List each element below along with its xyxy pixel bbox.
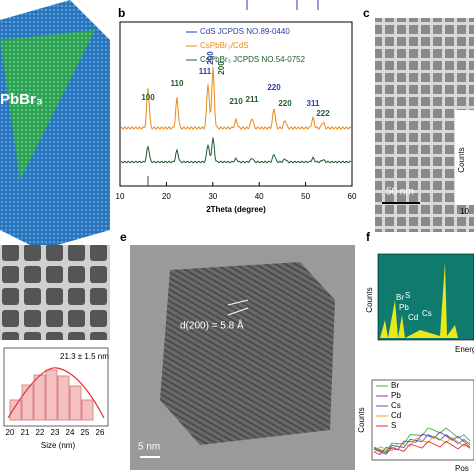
x-tick-label: 50	[301, 192, 310, 201]
x-axis-label: Pos	[455, 464, 469, 473]
x-axis-label: 2Theta (degree)	[206, 205, 266, 214]
legend-entry: Br	[391, 381, 399, 390]
d-spacing-label: d(200) = 5.8 Å	[180, 319, 244, 332]
x-tick-label: 40	[255, 192, 264, 201]
peak-label: 200	[206, 51, 215, 65]
y-axis-label: Counts	[365, 287, 374, 312]
scale-label: 50 nm	[386, 187, 414, 198]
legend-entry: Cs	[391, 401, 401, 410]
tem-image	[0, 245, 110, 340]
histogram-bar	[57, 375, 70, 421]
peak-label: Cd	[408, 313, 418, 322]
peak-label: Pb	[399, 303, 409, 312]
size-annotation: 21.3 ± 1.5 nm	[60, 352, 109, 361]
peak-label: Br	[396, 293, 404, 302]
histogram-bar	[21, 384, 34, 421]
panel-c: c Counts 10 50 nm	[363, 6, 474, 232]
scan-curve	[373, 427, 471, 452]
particle	[160, 262, 335, 445]
panel-d: 21.3 ± 1.5 nm 20 21 22 23 24 25 26 Size (nm)	[0, 245, 110, 450]
peak-label: Cs	[422, 309, 432, 318]
panel-letter: e	[120, 230, 127, 244]
x-tick-label: 25	[81, 428, 90, 437]
panel-e: e d(200) = 5.8 Å 5 nm	[120, 230, 355, 470]
panel-a: PbBr₃	[0, 0, 110, 250]
x-axis-label: Size (nm)	[41, 441, 76, 450]
legend-entry: CsPbBr₃ JCPDS NO.54-0752	[200, 55, 306, 64]
x-tick-label: 22	[36, 428, 45, 437]
x-tick-label: 30	[208, 192, 217, 201]
x-tick-label: 26	[96, 428, 105, 437]
x-tick-label: 23	[51, 428, 60, 437]
inset-axis-label: Counts	[457, 147, 466, 172]
histogram-bar	[9, 399, 22, 421]
scan-curve	[373, 440, 471, 455]
scale-label: 5 nm	[138, 442, 160, 453]
y-axis-label: Counts	[357, 407, 366, 432]
histogram-bar	[81, 399, 94, 421]
x-tick-label: 24	[66, 428, 75, 437]
peak-label: 220	[278, 99, 292, 108]
x-tick-label: 21	[21, 428, 30, 437]
histogram-bar	[33, 374, 46, 421]
peak-label: 200	[217, 61, 226, 75]
peak-label: 220	[267, 83, 281, 92]
panel-letter: b	[118, 6, 125, 20]
peak-label: S	[405, 291, 410, 300]
arrow	[227, 299, 249, 306]
crystal-core	[0, 30, 95, 180]
panel-b: b CdS JCPDS NO.89-0440 CsPbBr₃/CdS CsPbB…	[116, 0, 357, 214]
peak-label: 222	[316, 109, 330, 118]
histogram-bar	[45, 369, 58, 421]
peak-label: 111	[199, 67, 212, 76]
x-ticks: 20 21 22 23 24 25 26	[6, 428, 105, 437]
plot-frame	[119, 21, 353, 187]
histogram-bar	[69, 385, 82, 421]
arrow	[227, 307, 249, 316]
peak-label: 211	[246, 95, 259, 104]
legend-entry: Pb	[391, 391, 401, 400]
legend-entry: CdS JCPDS NO.89-0440	[200, 27, 290, 36]
xrd-curve	[120, 137, 352, 164]
x-tick-label: 20	[162, 192, 171, 201]
legend-entry: Cd	[391, 411, 401, 420]
model-label: PbBr₃	[0, 91, 43, 108]
x-ticks: 10 20 30 40 50 60	[116, 182, 357, 201]
x-tick-label: 60	[348, 192, 357, 201]
x-tick-label: 10	[116, 192, 125, 201]
peak-label: 311	[307, 99, 320, 108]
peak-label: 100	[141, 93, 155, 102]
panel-letter: f	[366, 230, 371, 244]
legend-entry: CsPbBr₃/CdS	[200, 41, 249, 50]
legend-entry: S	[391, 421, 396, 430]
xrd-curve	[120, 67, 352, 131]
fit-curve	[7, 367, 105, 419]
peak-label: 210	[229, 97, 243, 106]
histogram	[9, 369, 94, 421]
x-tick-label: 20	[6, 428, 15, 437]
x-axis-label: Energ	[455, 345, 474, 354]
peak-label: 110	[171, 79, 184, 88]
inset-tick: 10	[460, 207, 469, 216]
scan-curve	[373, 434, 471, 454]
xrd-curves	[120, 0, 352, 186]
panel-letter: c	[363, 6, 370, 20]
inset	[455, 110, 474, 205]
